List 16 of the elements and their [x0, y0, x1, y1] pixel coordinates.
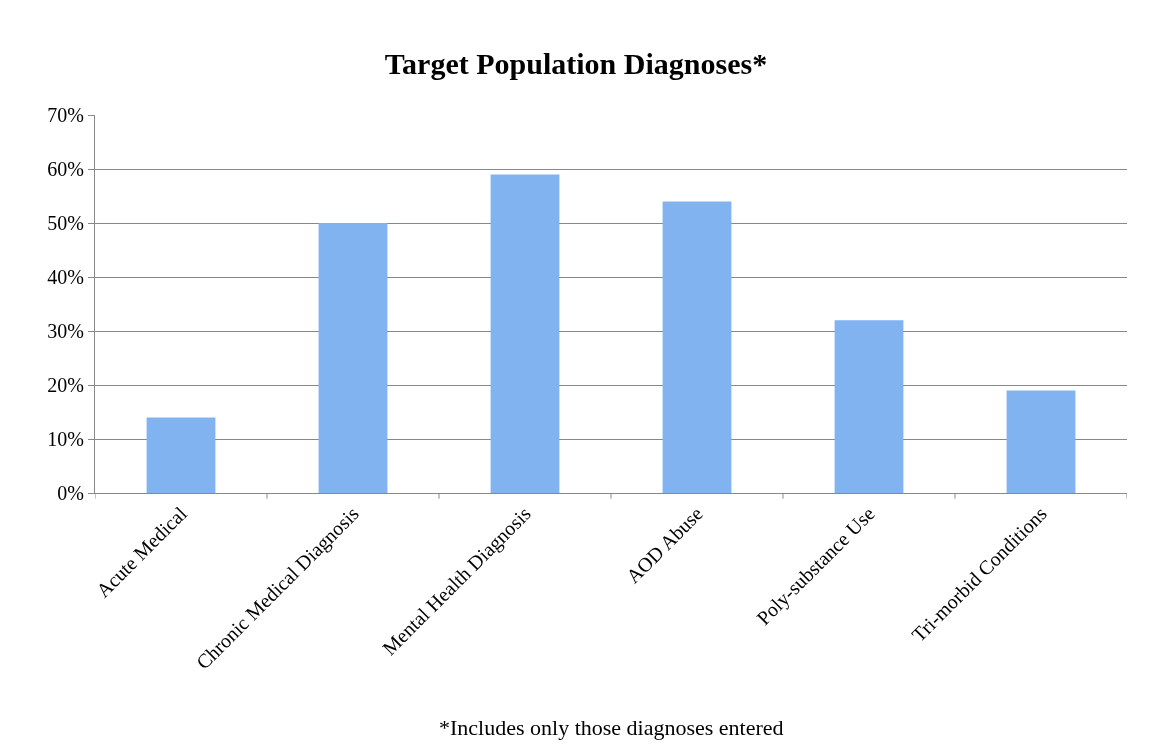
text: *Includes only those diagnoses entered: [439, 715, 784, 740]
bar: [490, 174, 560, 493]
y-tick-label: 50%: [47, 212, 84, 234]
y-tick-label: 20%: [47, 374, 84, 396]
y-tick-label: 70%: [47, 104, 84, 126]
y-tick-label: 60%: [47, 158, 84, 180]
bar: [146, 417, 216, 493]
bar: [318, 223, 388, 493]
bar: [834, 320, 904, 493]
y-tick-label: 40%: [47, 266, 84, 288]
chart-title: Target Population Diagnoses*: [384, 46, 768, 80]
y-tick-label: 30%: [47, 320, 84, 342]
y-tick-label: 0%: [57, 482, 84, 504]
bar: [1006, 390, 1076, 493]
y-tick-label: 10%: [47, 428, 84, 450]
bar: [662, 201, 732, 493]
